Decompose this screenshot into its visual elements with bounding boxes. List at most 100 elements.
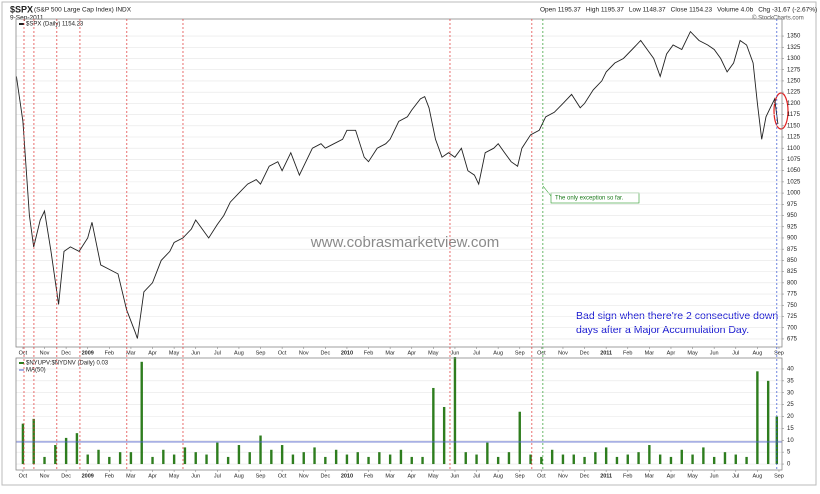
x-tick-label: Feb <box>623 473 632 479</box>
bar <box>540 456 543 465</box>
x-tick-label: Apr <box>407 473 416 479</box>
y-tick-label: 1150 <box>787 123 801 129</box>
y-tick-label: 1025 <box>787 179 801 185</box>
bar <box>151 456 154 465</box>
legend-swatch <box>19 23 24 25</box>
bar <box>550 449 554 465</box>
symbol-name: (S&P 500 Large Cap Index) INDX <box>34 7 132 14</box>
x-tick-label: Feb <box>105 350 114 356</box>
x-tick-label: 2009 <box>82 350 94 356</box>
x-tick-label: Apr <box>148 350 157 356</box>
x-tick-label: Jul <box>732 350 739 356</box>
y-tick-label: 675 <box>787 337 798 343</box>
legend-label: MA(50) <box>26 368 46 374</box>
bar <box>32 418 35 465</box>
x-tick-label: 2011 <box>600 350 612 356</box>
highlight-ellipse <box>773 92 789 130</box>
x-tick-label: Dec <box>580 473 590 479</box>
y-tick-label: 900 <box>787 236 798 242</box>
x-tick-label: Mar <box>385 350 395 356</box>
x-tick-label: Sep <box>256 350 266 356</box>
y-tick-label: 825 <box>787 269 798 275</box>
bar <box>162 449 165 465</box>
bar <box>302 452 305 465</box>
quote-item: Volume 4.0b <box>717 7 754 14</box>
y-tick-label: 1000 <box>787 191 801 197</box>
bar <box>615 456 619 465</box>
bar <box>529 454 532 465</box>
bar <box>734 454 737 465</box>
x-tick-label: Sep <box>774 473 784 479</box>
bar <box>680 449 683 465</box>
y-tick-label: 1175 <box>787 112 801 118</box>
x-tick-label: May <box>687 473 698 479</box>
bar <box>518 411 521 465</box>
x-tick-label: Aug <box>234 473 244 479</box>
y-tick-label: 30 <box>787 390 794 396</box>
y-tick-label: 1275 <box>787 67 801 73</box>
bar <box>291 454 295 465</box>
bar <box>702 447 705 465</box>
y-tick-label: 1250 <box>787 78 801 84</box>
bar <box>658 454 662 465</box>
bar <box>594 452 597 465</box>
bar <box>626 454 629 465</box>
x-tick-label: Feb <box>105 473 114 479</box>
bar <box>723 452 727 465</box>
x-tick-label: Dec <box>320 473 330 479</box>
y-tick-label: 1350 <box>787 34 801 40</box>
x-tick-label: May <box>169 350 180 356</box>
x-tick-label: Aug <box>752 473 762 479</box>
x-tick-label: Feb <box>623 350 632 356</box>
y-tick-label: 20 <box>787 414 794 420</box>
quote-item: High 1195.37 <box>586 7 625 14</box>
y-tick-label: 1325 <box>787 45 801 51</box>
x-tick-label: May <box>687 350 698 356</box>
x-tick-label: May <box>428 350 439 356</box>
x-tick-label: Jul <box>214 473 221 479</box>
x-tick-label: Feb <box>364 473 373 479</box>
y-tick-label: 5 <box>787 450 791 456</box>
annotation-pointer <box>542 185 552 197</box>
y-tick-label: 925 <box>787 224 798 230</box>
bar <box>388 454 392 465</box>
bar <box>345 454 349 465</box>
bar <box>378 452 381 465</box>
y-tick-label: 750 <box>787 303 798 309</box>
bar <box>216 442 219 465</box>
y-tick-label: 25 <box>787 402 794 408</box>
x-tick-label: Mar <box>645 350 655 356</box>
x-tick-label: Mar <box>126 350 136 356</box>
bar <box>356 452 359 465</box>
x-tick-label: Oct <box>278 350 287 356</box>
bar <box>745 456 748 465</box>
bar <box>226 456 230 465</box>
bar <box>712 456 716 465</box>
x-tick-label: Jun <box>451 350 460 356</box>
bar <box>259 435 262 465</box>
x-tick-label: May <box>428 473 439 479</box>
x-tick-label: Mar <box>126 473 136 479</box>
bar <box>766 380 770 465</box>
bar <box>54 445 57 465</box>
x-tick-label: 2009 <box>82 473 94 479</box>
credit: © StockCharts.com <box>752 15 804 22</box>
bar <box>496 456 500 465</box>
bar <box>691 454 694 465</box>
x-tick-label: Sep <box>256 473 266 479</box>
y-tick-label: 800 <box>787 280 798 286</box>
panel-frame <box>15 18 783 348</box>
bar <box>756 371 759 465</box>
bar <box>637 452 640 465</box>
quote-item: Low 1148.37 <box>629 7 666 14</box>
bar <box>129 452 133 465</box>
x-tick-label: Jun <box>191 350 200 356</box>
bar <box>108 456 111 465</box>
quote-item: Open 1195.37 <box>540 7 581 14</box>
y-tick-label: 1200 <box>787 101 801 107</box>
bar <box>583 456 586 465</box>
x-tick-label: Mar <box>385 473 395 479</box>
y-tick-label: 10 <box>787 438 794 444</box>
x-tick-label: Mar <box>645 473 655 479</box>
